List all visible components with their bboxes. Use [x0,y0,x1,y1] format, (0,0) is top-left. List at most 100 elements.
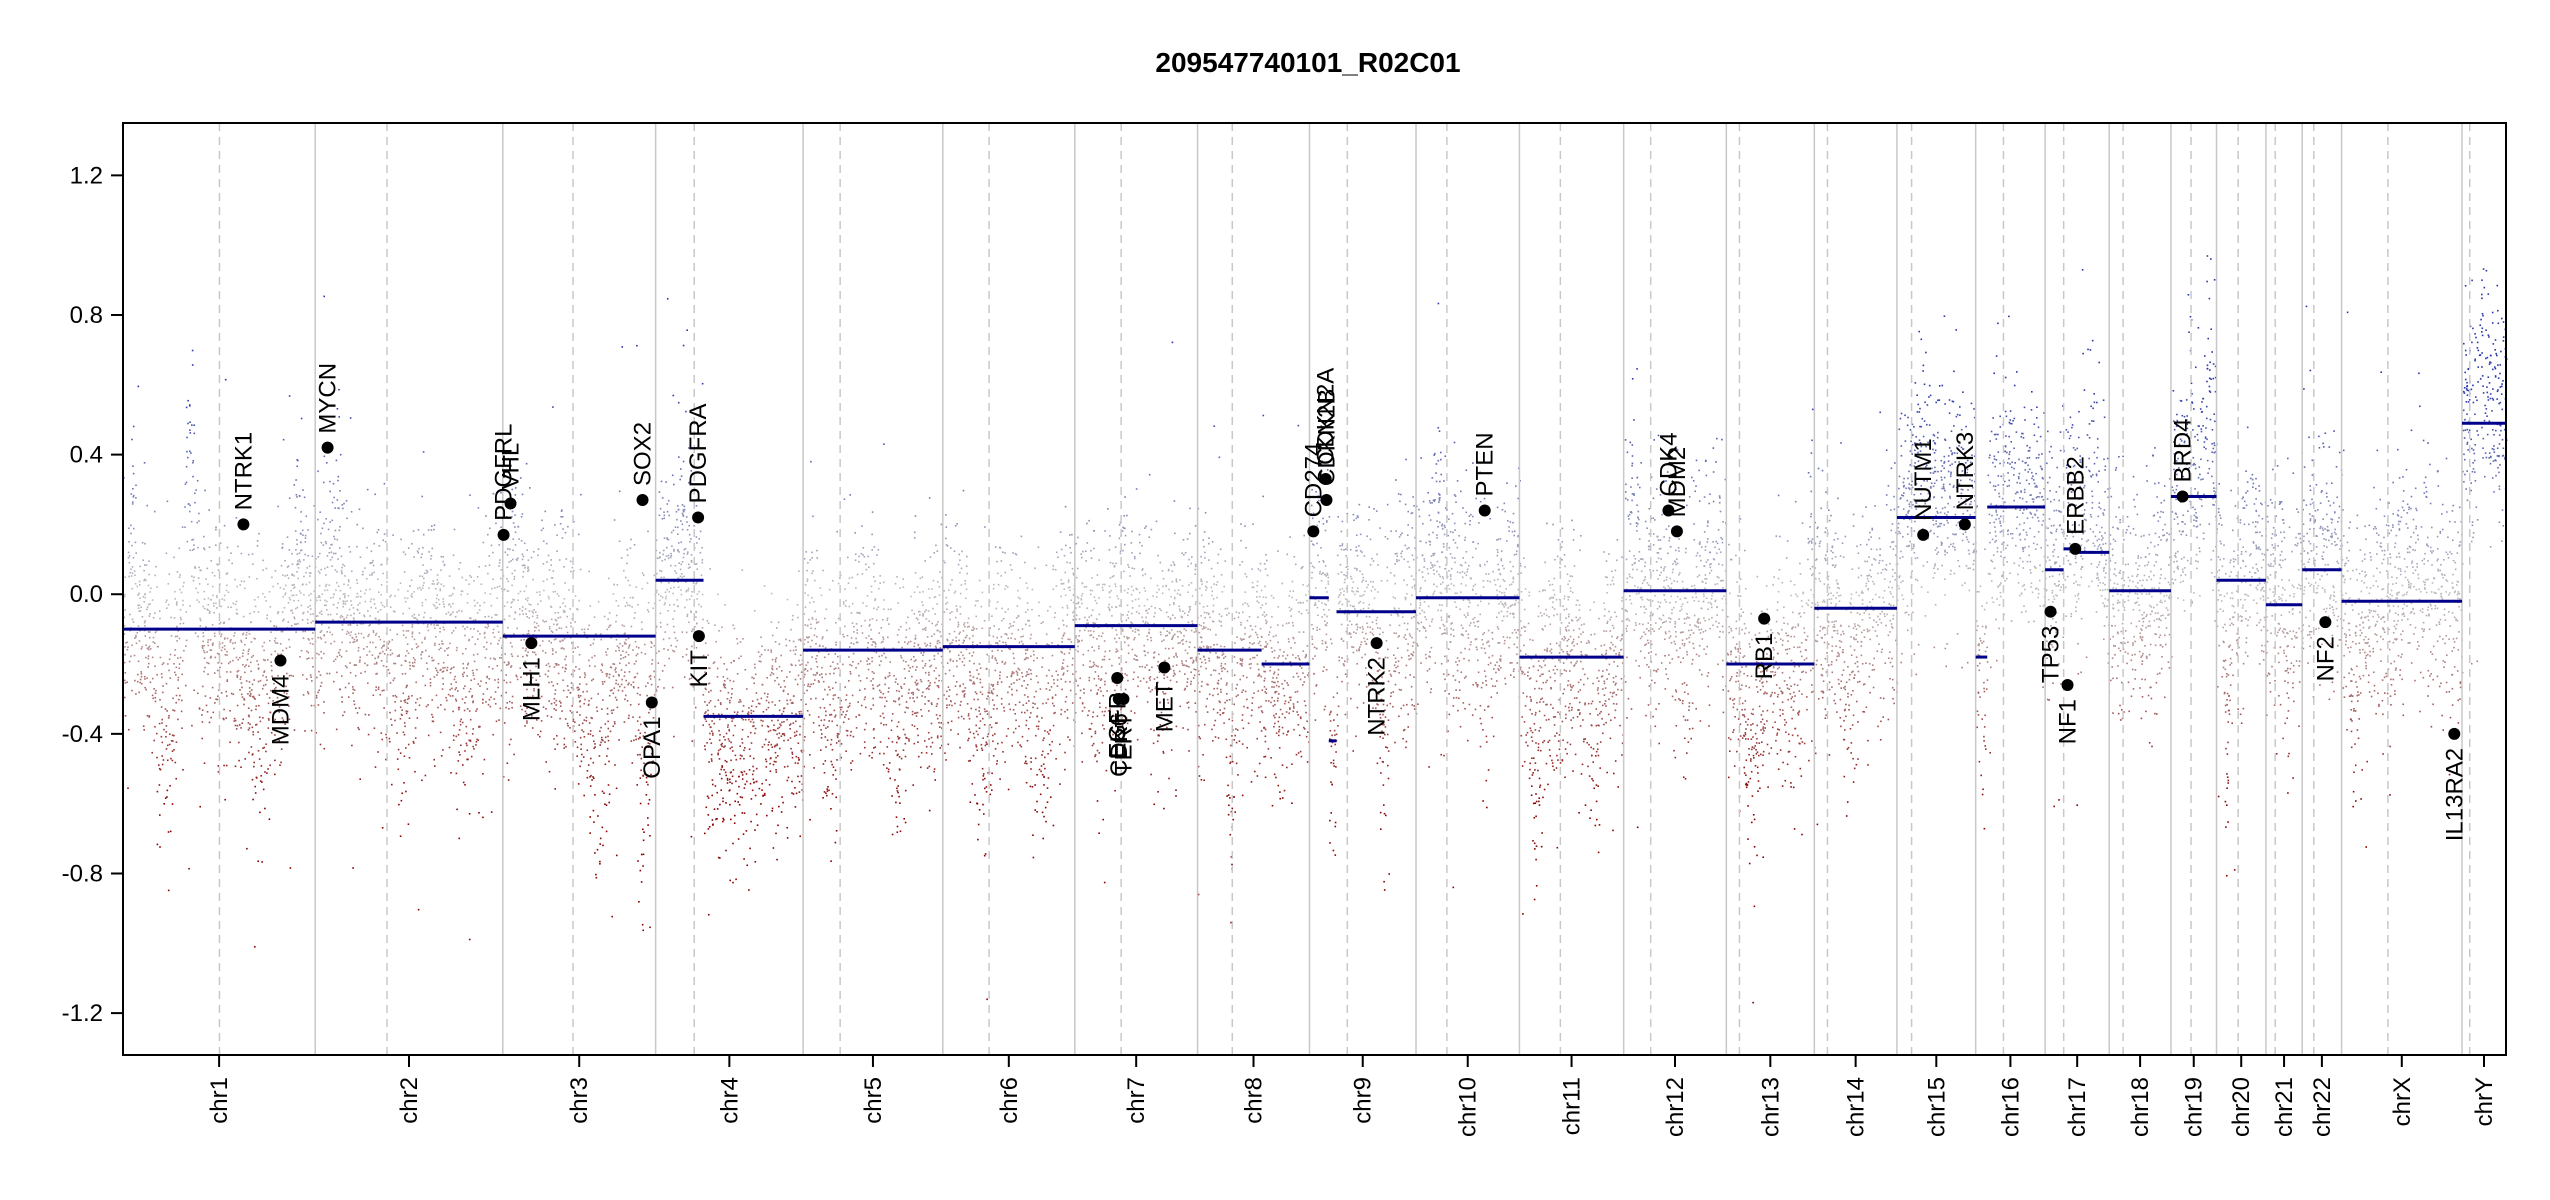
probe-point [774,659,777,661]
probe-point [777,727,779,730]
probe-point [277,611,280,613]
probe-point [189,429,191,431]
probe-point [1042,739,1044,742]
probe-point [934,681,936,684]
probe-point [601,671,604,673]
probe-point [874,641,876,644]
probe-point [224,594,226,597]
probe-point [183,581,185,584]
probe-point [248,665,250,667]
probe-point [611,689,613,691]
probe-point [476,668,478,671]
probe-point [251,726,254,729]
probe-point [760,697,763,700]
probe-point [197,546,199,549]
probe-point [507,663,510,666]
probe-point [385,733,387,736]
probe-point [486,641,488,644]
probe-point [308,594,310,597]
probe-point [144,578,146,581]
probe-point [135,484,137,487]
probe-point [520,516,523,518]
probe-point [631,606,633,608]
probe-point [355,664,357,666]
probe-point [559,717,561,720]
probe-point [1019,597,1021,600]
probe-point [688,533,691,536]
probe-point [929,556,932,558]
probe-point [189,450,191,453]
probe-point [147,646,150,649]
probe-point [238,759,240,762]
probe-point [680,563,682,566]
probe-point [315,619,317,622]
probe-point [1026,762,1028,765]
probe-point [342,563,344,566]
probe-point [690,561,693,563]
probe-point [820,729,822,731]
probe-point [276,696,279,699]
probe-point [861,525,863,527]
probe-point [295,594,298,596]
probe-point [956,693,958,696]
probe-point [309,674,312,676]
probe-point [763,692,766,695]
probe-point [519,608,521,610]
probe-point [897,753,899,756]
probe-point [1034,703,1036,705]
probe-point [450,594,453,597]
probe-point [588,659,590,662]
probe-point [357,649,360,652]
probe-point [1009,623,1011,625]
probe-point [485,648,488,651]
probe-point [414,659,416,661]
probe-point [319,596,321,598]
probe-point [576,686,578,689]
probe-point [849,494,851,496]
probe-point [830,738,833,741]
probe-point [165,552,168,555]
probe-point [677,605,679,607]
probe-point [367,733,370,736]
probe-point [241,655,244,657]
probe-point [726,698,729,700]
probe-point [1051,702,1054,705]
probe-point [505,515,508,518]
probe-point [373,663,376,665]
probe-point [234,641,236,644]
probe-point [951,611,953,613]
probe-point [1001,619,1003,622]
probe-point [677,549,679,552]
probe-point [190,520,193,523]
probe-point [649,678,652,680]
probe-point [801,789,803,791]
probe-point [962,489,965,492]
probe-point [930,664,933,667]
probe-point [559,523,562,525]
probe-point [840,756,842,759]
probe-point [706,620,709,622]
probe-point [763,585,766,587]
probe-point [820,673,823,675]
probe-point [396,655,399,657]
probe-point [565,745,567,748]
probe-point [465,696,467,698]
probe-point [1064,700,1067,703]
probe-point [553,623,555,626]
probe-point [859,612,861,615]
probe-point [635,654,638,657]
probe-point [167,744,169,747]
probe-point [933,658,936,660]
probe-point [324,589,326,592]
probe-point [823,724,825,727]
probe-point [716,791,718,794]
probe-point [522,633,525,636]
probe-point [220,649,223,652]
probe-point [404,699,407,701]
probe-point [786,598,789,601]
probe-point [916,688,919,690]
probe-point [668,591,670,593]
probe-point [286,566,289,568]
probe-point [137,680,139,683]
probe-point [559,640,561,643]
